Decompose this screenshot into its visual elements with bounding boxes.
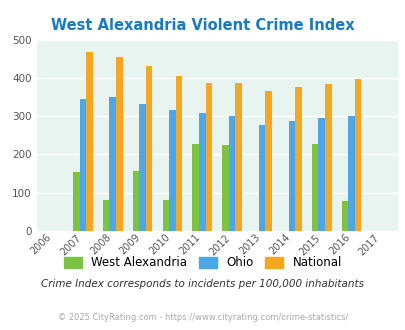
- Bar: [79, 99, 86, 231]
- Bar: [198, 113, 205, 231]
- Bar: [264, 90, 271, 231]
- Bar: [132, 171, 139, 231]
- Bar: [288, 121, 294, 231]
- Bar: [222, 145, 228, 231]
- Bar: [162, 200, 169, 231]
- Bar: [205, 83, 211, 231]
- Bar: [258, 125, 264, 231]
- Text: West Alexandria Violent Crime Index: West Alexandria Violent Crime Index: [51, 18, 354, 33]
- Bar: [73, 173, 79, 231]
- Bar: [318, 118, 324, 231]
- Bar: [102, 200, 109, 231]
- Bar: [228, 116, 235, 231]
- Bar: [145, 66, 152, 231]
- Bar: [324, 84, 331, 231]
- Legend: West Alexandria, Ohio, National: West Alexandria, Ohio, National: [59, 252, 346, 274]
- Bar: [294, 87, 301, 231]
- Bar: [169, 110, 175, 231]
- Bar: [311, 144, 318, 231]
- Bar: [192, 144, 198, 231]
- Bar: [347, 116, 354, 231]
- Bar: [116, 57, 122, 231]
- Bar: [109, 97, 116, 231]
- Bar: [139, 104, 145, 231]
- Bar: [235, 83, 241, 231]
- Bar: [175, 76, 182, 231]
- Bar: [354, 79, 360, 231]
- Text: © 2025 CityRating.com - https://www.cityrating.com/crime-statistics/: © 2025 CityRating.com - https://www.city…: [58, 313, 347, 322]
- Bar: [86, 52, 92, 231]
- Bar: [341, 201, 347, 231]
- Text: Crime Index corresponds to incidents per 100,000 inhabitants: Crime Index corresponds to incidents per…: [41, 279, 364, 289]
